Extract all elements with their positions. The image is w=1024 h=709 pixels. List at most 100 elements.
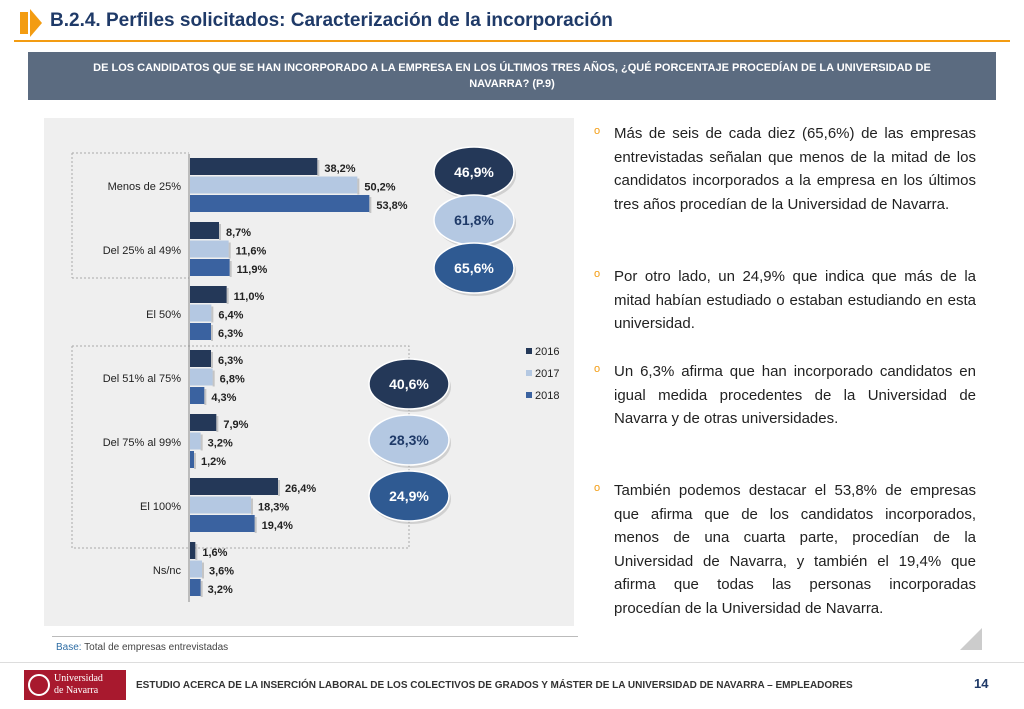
seal-icon [28,674,50,696]
bar [190,515,255,532]
logo-line: Universidad [54,673,103,684]
bar [190,176,358,194]
bar [190,195,370,212]
bar [190,158,318,175]
data-label: 7,9% [223,419,248,431]
bar-shadow [216,416,219,432]
data-label: 18,3% [258,502,289,514]
logo-text: Universidad de Navarra [54,673,103,697]
survey-question: DE LOS CANDIDATOS QUE SE HAN INCORPORADO… [28,52,996,100]
bar [190,350,211,367]
bar [190,323,211,340]
category-label: El 50% [146,309,181,321]
data-label: 50,2% [364,182,395,194]
data-label: 6,8% [220,374,245,386]
commentary-panel [586,118,982,650]
annotation-label: 65,6% [454,260,494,276]
bar-chart: Menos de 25% 38,2% 50,2% 53,8% Del 25% al 49… [71,146,559,602]
university-logo: Universidad de Navarra [24,670,126,700]
data-label: 11,9% [237,264,268,276]
annotation-bubble [433,242,515,294]
category-label: Ns/nc [153,565,182,577]
bullet-text: Por otro lado, un 24,9% que indica que m… [614,268,976,332]
bar [190,368,213,386]
bar-shadow [317,160,320,176]
page-fold-icon [960,628,982,650]
bar-shadow [211,325,213,341]
category-label: Menos de 25% [108,181,182,193]
header-bar-icon [20,12,28,34]
data-label: 6,4% [218,310,243,322]
bar [190,414,217,431]
data-label: 3,2% [208,438,233,450]
bullet-marker-icon: o [594,482,601,494]
page-title: B.2.4. Perfiles solicitados: Caracteriza… [50,10,613,31]
data-label: 6,3% [218,355,243,367]
bar [190,560,202,578]
page-header: B.2.4. Perfiles solicitados: Caracteriza… [0,0,1024,44]
data-label: 3,2% [208,584,233,596]
data-label: 1,2% [201,456,226,468]
bar [190,496,251,514]
category-label: Del 51% al 75% [103,373,181,385]
annotation-bubble [368,358,450,410]
annotation-label: 28,3% [389,432,429,448]
annotation-bubble [368,414,450,466]
data-label: 4,3% [211,392,236,404]
bar-shadow [211,352,213,368]
bullet-item: o Más de seis de cada diez (65,6%) de la… [594,122,976,216]
category-label: El 100% [140,501,181,513]
bullet-text: Más de seis de cada diez (65,6%) de las … [614,125,976,213]
data-label: 11,0% [234,291,265,303]
bar-shadow [228,242,231,259]
bar [190,304,212,322]
bar-shadow [195,544,198,560]
legend-label: 2017 [535,368,559,380]
bar-shadow [369,197,372,213]
data-label: 11,6% [236,246,267,258]
data-label: 38,2% [324,163,355,175]
annotation-label: 61,8% [454,212,494,228]
bar-shadow [200,581,203,597]
annotation-bubble [368,470,450,522]
bar [190,222,219,239]
annotation-label: 24,9% [389,488,429,504]
bar [190,432,201,450]
bar-shadow [200,434,203,451]
bullet-item: o Por otro lado, un 24,9% que indica que… [594,265,976,336]
category-label: Del 25% al 49% [103,245,181,257]
base-label: Base: [56,642,82,653]
category-label: Del 75% al 99% [103,437,181,449]
data-label: 8,7% [226,227,251,239]
data-label: 6,3% [218,328,243,340]
data-label: 19,4% [262,520,293,532]
legend-swatch [526,392,532,398]
bar [190,542,196,559]
legend-swatch [526,348,532,354]
bar-shadow [357,178,360,195]
bar-shadow [211,306,214,323]
base-divider [52,636,578,637]
header-divider [14,40,1010,42]
bar [190,387,205,404]
bullet-item: o Un 6,3% afirma que han incorporado can… [594,360,976,431]
bullet-text: Un 6,3% afirma que han incorporado candi… [614,363,976,427]
bar [190,286,227,303]
bullet-marker-icon: o [594,268,601,280]
page-number: 14 [974,676,989,691]
logo-line: de Navarra [54,685,99,696]
chart-panel: Menos de 25% 38,2% 50,2% 53,8% Del 25% al 49… [44,118,574,626]
legend-label: 2016 [535,346,559,358]
legend-swatch [526,370,532,376]
bar [190,240,229,258]
bar [190,579,201,596]
data-label: 1,6% [202,547,227,559]
bar-shadow [254,517,257,533]
footer-divider [0,662,1024,663]
annotation-label: 46,9% [454,164,494,180]
base-note: Base: Total de empresas entrevistadas [56,642,228,653]
bar-shadow [226,288,229,304]
data-label: 26,4% [285,483,316,495]
data-label: 3,6% [209,566,234,578]
group-bracket-lower [71,345,410,549]
